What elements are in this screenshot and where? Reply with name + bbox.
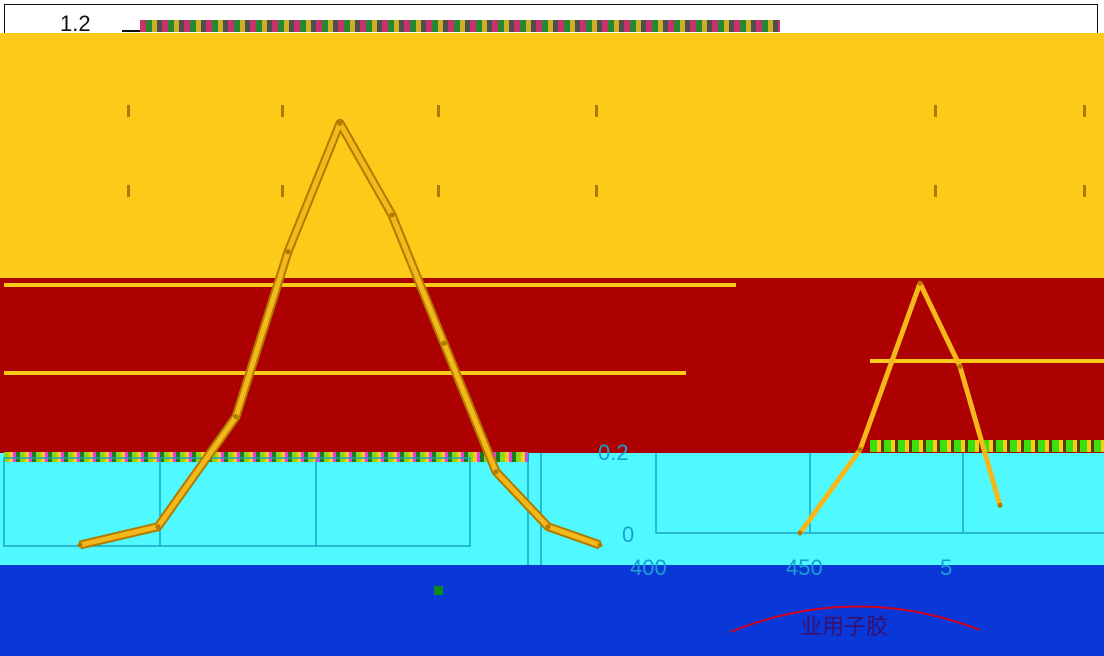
grid-dash-0-0 <box>127 105 130 117</box>
curve-1-point-3 <box>285 249 291 255</box>
right-x-tick-400: 400 <box>630 555 667 580</box>
y-tick-label-top: 1.2 <box>60 11 91 36</box>
curve-1-point-6 <box>441 340 447 346</box>
grid-dash-2-1 <box>437 185 440 197</box>
grid-dash-2-0 <box>437 105 440 117</box>
red-band <box>0 278 1104 453</box>
right-x-tick-450: 450 <box>786 555 823 580</box>
red-gridline-3 <box>930 268 1104 272</box>
watermark-arc <box>729 605 981 633</box>
red-gridline-1 <box>4 371 686 375</box>
curve-1-point-5 <box>389 212 395 218</box>
watermark-seal: 业用子胶 <box>729 605 981 640</box>
noise-strip-top <box>140 20 780 32</box>
red-band-gridlines <box>4 268 1104 375</box>
curve-1-point-2 <box>233 414 239 420</box>
red-gridline-2 <box>870 359 1104 363</box>
red-gridline-0 <box>4 283 736 287</box>
curve-2-point-4 <box>997 502 1003 508</box>
grid-dash-4-0 <box>934 105 937 117</box>
curve-2-point-3 <box>957 364 963 369</box>
curve-2-point-2 <box>917 280 923 286</box>
curve-1 <box>79 120 601 548</box>
curve-1-outline <box>78 118 602 550</box>
grid-dash-3-0 <box>595 105 598 117</box>
curve-2-point-1 <box>857 447 863 453</box>
blue-band <box>0 565 1104 656</box>
curves-layer <box>77 118 1003 550</box>
grid-dash-5-1 <box>1083 185 1086 197</box>
yellow-grid-dashes <box>127 105 1086 197</box>
watermark-text: 业用子胶 <box>800 615 888 640</box>
curve-1-point-4 <box>337 120 343 126</box>
right-x-tick-5: 5 <box>940 555 952 580</box>
curve-1-point-9 <box>597 542 603 548</box>
grid-dash-0-1 <box>127 185 130 197</box>
yellow-band <box>0 33 1104 278</box>
curve-1-point-0 <box>77 542 83 548</box>
grid-dash-1-1 <box>281 185 284 197</box>
curve-2-point-0 <box>797 530 803 536</box>
curve-1-point-1 <box>155 524 161 530</box>
grid-dash-5-0 <box>1083 105 1086 117</box>
noise-strip-left <box>4 452 529 462</box>
grid-dash-4-1 <box>934 185 937 197</box>
cyan-band-grid <box>3 453 1104 565</box>
curve-1-point-8 <box>545 524 551 530</box>
curve-1-point-7 <box>493 469 499 475</box>
chart-frame <box>4 4 1098 33</box>
grid-dash-3-1 <box>595 185 598 197</box>
noise-strip-right <box>870 440 1104 452</box>
curve-2 <box>797 280 1003 535</box>
grid-dash-1-0 <box>281 105 284 117</box>
right-y-tick-0: 0 <box>622 522 634 547</box>
right-plot-axes <box>655 453 1104 534</box>
left-plot-frame <box>3 457 471 547</box>
right-y-tick-0.2: 0.2 <box>598 440 629 465</box>
marker-square <box>434 586 443 595</box>
